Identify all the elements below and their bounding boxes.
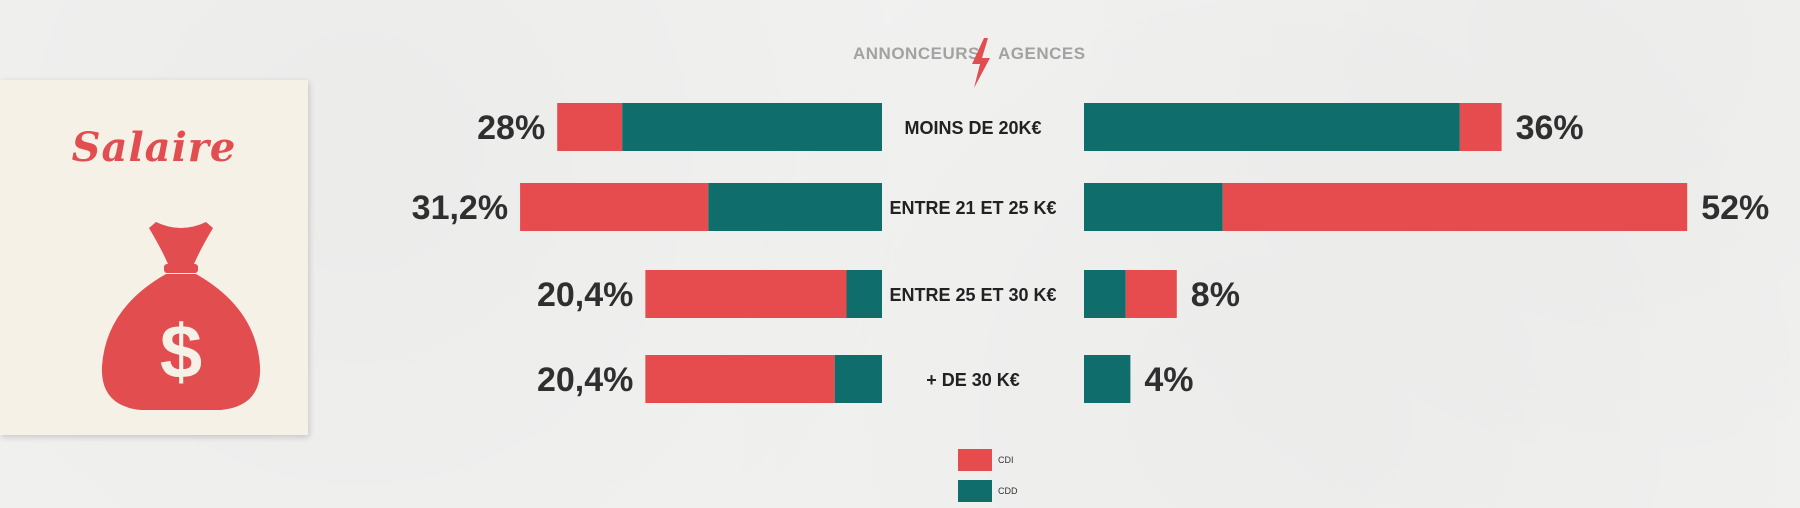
value-label-annonceurs: 31,2% (412, 189, 508, 227)
legend-label-cdd: CDD (998, 486, 1018, 496)
category-label: MOINS DE 20K€ (904, 118, 1041, 138)
value-label-annonceurs: 28% (477, 109, 545, 147)
bar-annonceurs-cdi (645, 355, 835, 403)
header-agences: AGENCES (998, 44, 1086, 63)
bar-agences-cdd (1084, 183, 1223, 231)
money-bag-icon: $ (101, 222, 261, 410)
bar-annonceurs-cdi (520, 183, 709, 231)
legend-swatch-cdi (958, 449, 992, 471)
chart-header: ANNONCEURS AGENCES (0, 38, 1800, 88)
bar-annonceurs-cdd (622, 103, 882, 151)
category-label: ENTRE 21 ET 25 K€ (889, 198, 1056, 218)
legend-label-cdi: CDI (998, 455, 1014, 465)
legend-swatch-cdd (958, 480, 992, 502)
bar-agences-cdi (1125, 270, 1177, 318)
bar-annonceurs-cdd (846, 270, 882, 318)
bar-annonceurs-cdi (557, 103, 623, 151)
value-label-agences: 36% (1516, 109, 1584, 147)
header-annonceurs: ANNONCEURS (853, 44, 980, 63)
bar-agences-cdd (1084, 355, 1131, 403)
value-label-annonceurs: 20,4% (537, 361, 633, 399)
bar-agences-cdi (1459, 103, 1502, 151)
lightning-bolt-icon (972, 38, 990, 88)
bar-annonceurs-cdd (834, 355, 882, 403)
svg-text:$: $ (160, 310, 202, 395)
bar-agences-cdi (1222, 183, 1688, 231)
category-label: ENTRE 25 ET 30 K€ (889, 285, 1056, 305)
value-label-agences: 4% (1144, 361, 1193, 399)
bar-agences-cdd (1084, 103, 1460, 151)
value-label-agences: 52% (1701, 189, 1769, 227)
value-label-annonceurs: 20,4% (537, 276, 633, 314)
bar-annonceurs-cdd (708, 183, 882, 231)
card-title: Salaire (71, 124, 237, 171)
value-label-agences: 8% (1191, 276, 1240, 314)
bar-agences-cdd (1084, 270, 1126, 318)
salary-card: Salaire $ (0, 80, 308, 435)
bar-annonceurs-cdi (645, 270, 847, 318)
category-label: + DE 30 K€ (926, 370, 1020, 390)
